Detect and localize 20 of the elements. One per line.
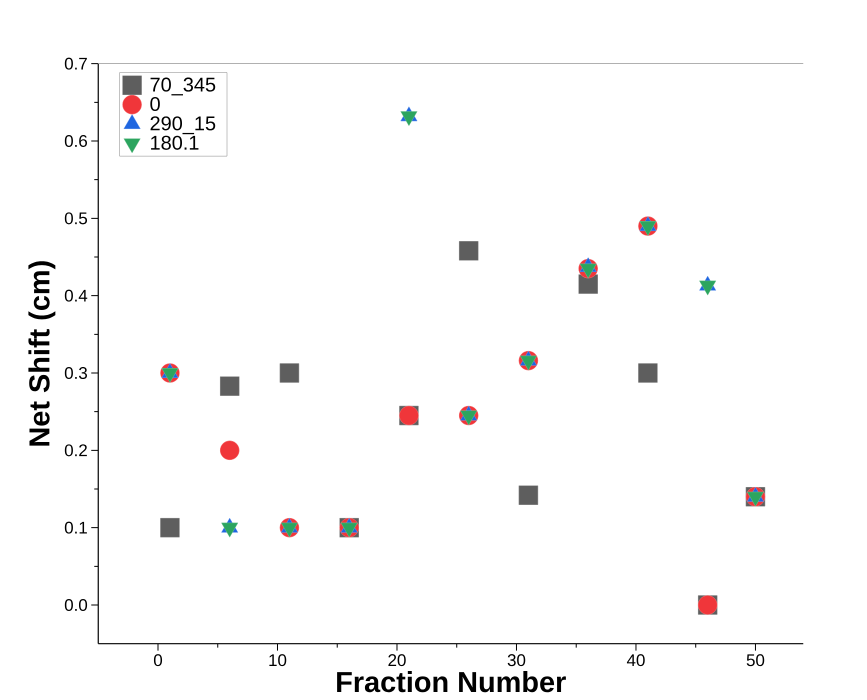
legend-label: 0 xyxy=(150,96,160,112)
y-tick-label: 0.7 xyxy=(64,58,87,70)
x-tick-label: 10 xyxy=(269,654,286,666)
x-tick-label: 0 xyxy=(154,654,162,666)
x-tick-label: 40 xyxy=(626,654,645,666)
y-tick-label: 0.6 xyxy=(64,135,87,147)
y-axis-title: Net Shift (cm) xyxy=(28,261,56,446)
x-axis-title: Fraction Number xyxy=(337,671,566,692)
x-tick-label: 30 xyxy=(508,654,526,666)
legend-label: 290_15 xyxy=(150,116,216,134)
x-tick-label: 20 xyxy=(388,654,406,666)
y-tick-label: 0.4 xyxy=(64,290,88,302)
y-tick-label: 0.0 xyxy=(64,599,88,612)
legend-label: 70_345 xyxy=(150,78,216,96)
x-tick-label: 50 xyxy=(746,654,764,666)
y-tick-label: 0.5 xyxy=(64,212,88,224)
y-tick-label: 0.2 xyxy=(64,444,87,456)
y-tick-label: 0.1 xyxy=(64,522,87,534)
y-tick-label: 0.3 xyxy=(64,367,87,379)
legend-label: 180.1 xyxy=(151,136,198,150)
